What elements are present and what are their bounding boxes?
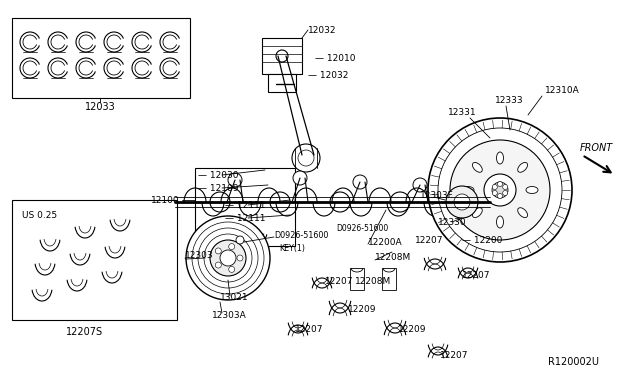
Text: — 12111: — 12111	[225, 201, 266, 209]
Ellipse shape	[518, 208, 527, 218]
Circle shape	[210, 240, 246, 276]
Text: 12207: 12207	[295, 326, 323, 334]
Text: US 0.25: US 0.25	[22, 211, 57, 219]
Text: 12330: 12330	[438, 218, 467, 227]
Circle shape	[298, 150, 314, 166]
Text: 12208M: 12208M	[355, 278, 391, 286]
Circle shape	[454, 194, 470, 210]
Circle shape	[438, 128, 562, 252]
Ellipse shape	[497, 216, 504, 228]
Circle shape	[353, 175, 367, 189]
Bar	[12, 200, 177, 320]
Circle shape	[450, 140, 550, 240]
Text: 12303: 12303	[185, 250, 214, 260]
Circle shape	[497, 193, 502, 199]
Text: 12303A: 12303A	[212, 311, 247, 320]
Ellipse shape	[472, 163, 483, 172]
Text: — 12032: — 12032	[308, 71, 348, 80]
Circle shape	[413, 178, 427, 192]
Text: FRONT: FRONT	[580, 143, 613, 153]
Circle shape	[445, 192, 465, 212]
Text: 12032: 12032	[308, 26, 337, 35]
Bar	[268, 74, 296, 92]
Text: 12207: 12207	[462, 270, 490, 279]
Text: — 12200: — 12200	[462, 235, 502, 244]
Text: 12207: 12207	[440, 350, 468, 359]
Text: 12303F: 12303F	[420, 190, 454, 199]
Circle shape	[390, 192, 410, 212]
Circle shape	[186, 216, 270, 300]
Circle shape	[237, 255, 243, 261]
Circle shape	[215, 262, 221, 268]
Circle shape	[293, 171, 307, 185]
Text: KEY(1): KEY(1)	[279, 244, 305, 253]
Text: 13021: 13021	[220, 294, 248, 302]
Bar	[382, 268, 396, 290]
Text: 12200A: 12200A	[368, 237, 403, 247]
Text: 12310A: 12310A	[545, 86, 580, 94]
Circle shape	[192, 222, 264, 294]
Bar	[12, 18, 190, 98]
Circle shape	[228, 244, 235, 250]
Circle shape	[215, 248, 221, 254]
Text: — 12111: — 12111	[225, 214, 266, 222]
Text: 12207: 12207	[325, 278, 353, 286]
Circle shape	[446, 186, 478, 218]
Text: 12208M: 12208M	[375, 253, 412, 263]
Circle shape	[292, 144, 320, 172]
Bar	[350, 268, 364, 290]
Circle shape	[270, 192, 290, 212]
Text: 12100: 12100	[152, 196, 180, 205]
Circle shape	[210, 192, 230, 212]
Circle shape	[330, 192, 350, 212]
Text: 12331: 12331	[448, 108, 477, 116]
Text: 12209: 12209	[348, 305, 376, 314]
Text: D0926-51600: D0926-51600	[274, 231, 328, 240]
Ellipse shape	[462, 186, 474, 193]
Circle shape	[484, 174, 516, 206]
Text: 12207: 12207	[415, 235, 444, 244]
Text: — 12010: — 12010	[315, 54, 355, 62]
Text: 12333: 12333	[495, 96, 524, 105]
Circle shape	[236, 236, 244, 244]
Bar	[262, 38, 302, 74]
Circle shape	[276, 50, 288, 62]
Text: — 12030: — 12030	[198, 170, 239, 180]
Text: D0926-51600: D0926-51600	[336, 224, 388, 232]
Text: — 12109: — 12109	[198, 183, 239, 192]
Ellipse shape	[497, 152, 504, 164]
Circle shape	[228, 266, 235, 272]
Circle shape	[497, 182, 502, 186]
Circle shape	[492, 190, 497, 196]
Ellipse shape	[518, 163, 527, 172]
Ellipse shape	[472, 208, 483, 218]
Circle shape	[492, 182, 508, 198]
Circle shape	[204, 234, 252, 282]
Circle shape	[220, 250, 236, 266]
Text: R120002U: R120002U	[548, 357, 599, 367]
Circle shape	[492, 185, 497, 189]
Circle shape	[502, 190, 508, 196]
Circle shape	[228, 173, 242, 187]
Text: 12209: 12209	[398, 326, 426, 334]
Circle shape	[198, 228, 258, 288]
Text: 12033: 12033	[84, 102, 115, 112]
Bar	[195, 168, 295, 246]
Circle shape	[502, 185, 508, 189]
Text: 12207S: 12207S	[67, 327, 104, 337]
Circle shape	[428, 118, 572, 262]
Ellipse shape	[526, 186, 538, 193]
